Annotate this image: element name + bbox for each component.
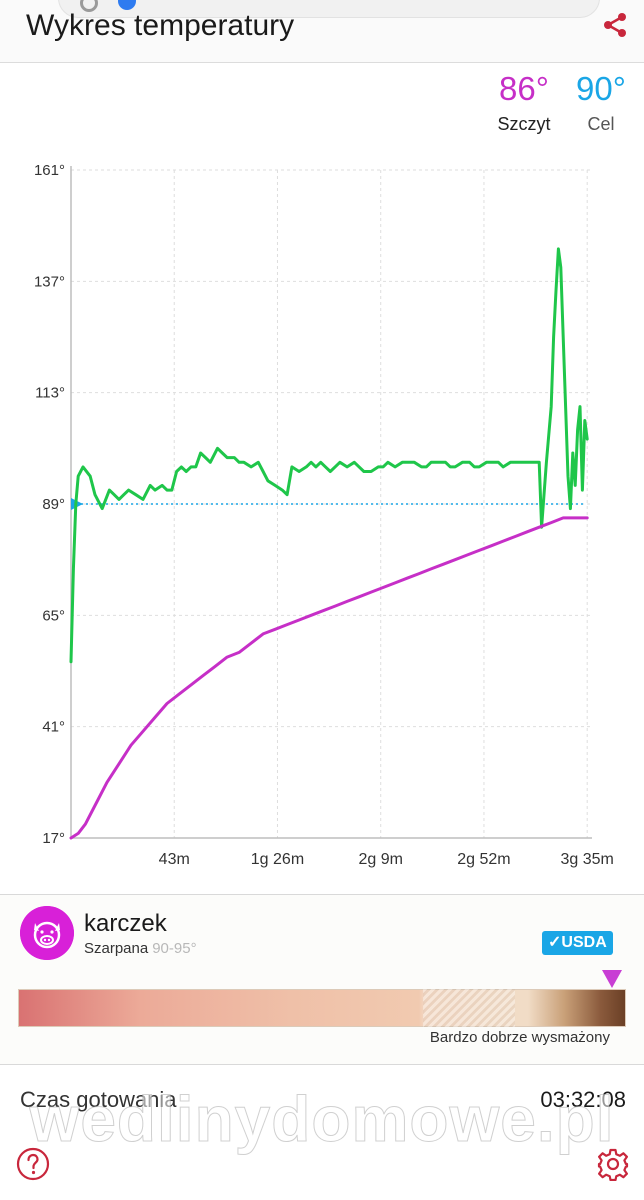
help-icon[interactable] xyxy=(16,1147,50,1181)
ambient-temperature-line xyxy=(69,247,589,664)
target-value: 90° xyxy=(576,70,626,107)
meat-type: Szarpana 90-95° xyxy=(84,940,197,957)
y-tick-label: 17° xyxy=(42,830,65,847)
meat-temperature-line xyxy=(69,516,589,840)
x-tick-label: 2g 52m xyxy=(457,851,510,868)
profile-icon xyxy=(118,0,136,10)
target-stat: 90° Cel xyxy=(570,70,632,135)
watermark: wedlinydomowe.pl xyxy=(29,1083,615,1156)
meat-info-panel xyxy=(0,895,644,1065)
doneness-label: Bardzo dobrze wysmażony xyxy=(429,1029,610,1046)
doneness-bar xyxy=(18,989,626,1027)
divider xyxy=(0,1064,644,1065)
y-tick-label: 89° xyxy=(42,496,65,513)
pig-icon xyxy=(20,906,74,960)
cook-time-value: 03:32:08 xyxy=(540,1087,626,1112)
y-tick-label: 137° xyxy=(34,273,65,290)
peak-stat: 86° Szczyt xyxy=(488,70,560,135)
doneness-target-zone xyxy=(423,989,515,1027)
x-tick-label: 43m xyxy=(159,851,190,868)
divider xyxy=(0,894,644,895)
x-tick-label: 3g 35m xyxy=(561,851,614,868)
meat-range: 90-95° xyxy=(152,940,197,957)
doneness-marker xyxy=(602,970,622,988)
target-label: Cel xyxy=(587,114,615,134)
x-tick-label: 1g 26m xyxy=(251,851,304,868)
y-tick-label: 65° xyxy=(42,607,65,624)
browser-icon xyxy=(80,0,98,12)
peak-value: 86° xyxy=(499,70,549,107)
gear-icon[interactable] xyxy=(596,1147,630,1181)
page-title: Wykres temperatury xyxy=(26,9,295,42)
share-icon[interactable] xyxy=(600,10,630,40)
meat-type-label: Szarpana xyxy=(84,940,149,957)
y-tick-label: 113° xyxy=(35,385,65,402)
cook-time-label: Czas gotowania xyxy=(20,1087,177,1112)
top-bar: Wykres temperatury xyxy=(0,0,644,63)
meat-name[interactable]: karczek xyxy=(84,910,167,937)
peak-label: Szczyt xyxy=(497,114,551,134)
usda-badge[interactable]: ✓USDA xyxy=(542,931,613,955)
y-tick-label: 41° xyxy=(42,719,65,736)
y-tick-label: 161° xyxy=(34,162,65,179)
temperature-chart: 17° 41° 65° 89° 113° 137° 161° 43m 1g 26m 2g 9m 2g… xyxy=(34,162,614,868)
x-tick-label: 2g 9m xyxy=(358,851,402,868)
